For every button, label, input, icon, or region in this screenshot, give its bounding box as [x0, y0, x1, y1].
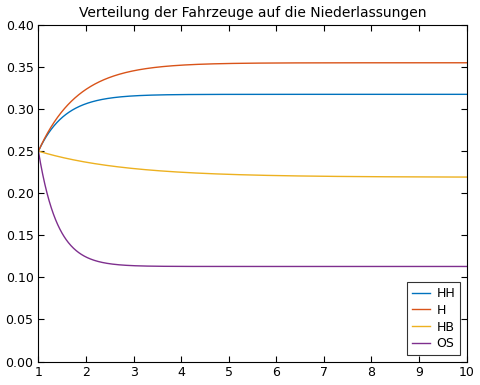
OS [36, 149, 41, 154]
OS [377, 264, 383, 269]
HH [464, 92, 469, 97]
OS [224, 264, 230, 269]
HH [329, 92, 335, 97]
Title: Verteilung der Fahrzeuge auf die Niederlassungen: Verteilung der Fahrzeuge auf die Niederl… [79, 5, 426, 20]
H [36, 149, 41, 154]
H [464, 60, 469, 65]
H [329, 60, 335, 65]
OS [329, 264, 335, 269]
Line: OS: OS [38, 151, 467, 266]
HH [209, 92, 215, 97]
HB [224, 172, 230, 177]
H [79, 90, 85, 94]
HB [329, 174, 335, 179]
HB [36, 149, 41, 154]
Line: HB: HB [38, 151, 467, 177]
H [369, 60, 375, 65]
HH [79, 103, 85, 107]
H [224, 61, 230, 66]
OS [464, 264, 469, 269]
OS [209, 264, 215, 269]
H [377, 60, 383, 65]
HB [377, 174, 383, 179]
HB [464, 175, 469, 179]
Line: HH: HH [38, 94, 467, 151]
HB [209, 171, 215, 176]
OS [369, 264, 375, 269]
HB [369, 174, 375, 179]
HH [36, 149, 41, 154]
H [209, 62, 215, 66]
Legend: HH, H, HB, OS: HH, H, HB, OS [407, 282, 460, 355]
HH [369, 92, 375, 97]
HB [79, 159, 85, 164]
HH [377, 92, 383, 97]
OS [79, 253, 85, 257]
HH [224, 92, 230, 97]
Line: H: H [38, 63, 467, 151]
